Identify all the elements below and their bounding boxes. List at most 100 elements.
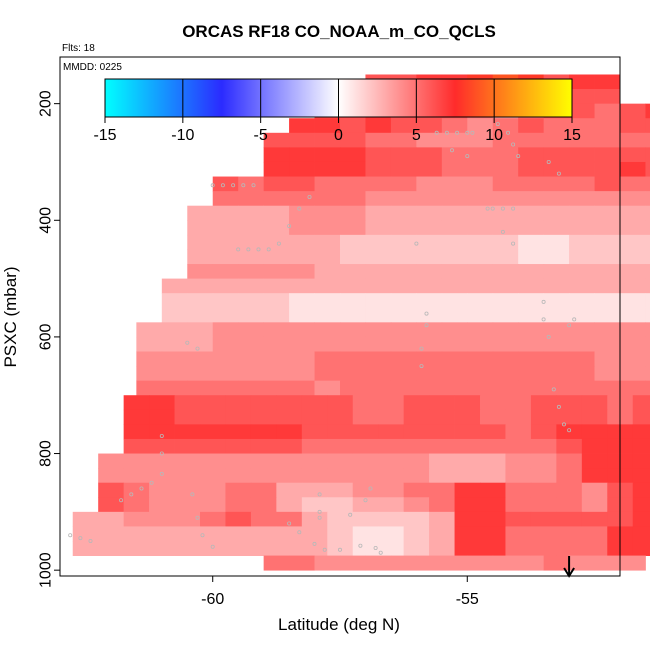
heatmap-cell	[594, 147, 621, 163]
heatmap-cell	[263, 191, 290, 207]
heatmap-cell	[238, 307, 265, 323]
heatmap-cell	[581, 468, 608, 484]
heatmap-cell	[543, 351, 570, 367]
heatmap-cell	[441, 278, 468, 294]
heatmap-cell	[200, 409, 226, 425]
heatmap-cell	[441, 234, 468, 250]
sample-point	[297, 530, 302, 535]
heatmap-cell	[645, 147, 650, 163]
heatmap-cell	[200, 395, 226, 411]
heatmap-cell	[378, 497, 405, 513]
heatmap-cell	[543, 249, 570, 265]
heatmap-cell	[263, 132, 290, 148]
heatmap-cell	[352, 395, 379, 411]
heatmap-cell	[378, 438, 405, 454]
heatmap-cell	[569, 74, 595, 90]
heatmap-cell	[416, 249, 443, 265]
heatmap-cell	[225, 438, 252, 454]
heatmap-cell	[632, 424, 650, 440]
heatmap-cell	[250, 395, 277, 411]
heatmap-cell	[645, 336, 650, 352]
heatmap-cell	[200, 468, 226, 484]
heatmap-cell	[543, 161, 570, 177]
heatmap-cell	[632, 395, 650, 411]
heatmap-cell	[327, 526, 354, 542]
sample-point	[195, 346, 200, 351]
heatmap-cell	[149, 424, 175, 440]
heatmap-cell	[263, 322, 290, 338]
heatmap-cell	[340, 307, 366, 323]
heatmap-cell	[327, 395, 354, 411]
sample-point	[511, 206, 516, 211]
heatmap-cell	[505, 482, 532, 498]
heatmap-cell	[594, 118, 621, 134]
heatmap-cell	[352, 453, 379, 469]
heatmap-cell	[441, 336, 468, 352]
heatmap-cell	[378, 409, 405, 425]
heatmap-cell	[518, 249, 545, 265]
heatmap-cell	[620, 118, 646, 134]
heatmap-cell	[480, 438, 506, 454]
heatmap-cell	[569, 147, 595, 163]
heatmap-cell	[390, 147, 417, 163]
heatmap-cell	[569, 205, 595, 221]
heatmap-cell	[327, 424, 354, 440]
heatmap-cell	[569, 191, 595, 207]
heatmap-cell	[238, 234, 265, 250]
heatmap-cell	[365, 249, 392, 265]
heatmap-cell	[238, 264, 265, 279]
heatmap-cell	[492, 264, 519, 279]
y-tick-label: 1000	[38, 552, 55, 588]
heatmap-cell	[161, 380, 188, 396]
heatmap-cell	[518, 293, 545, 309]
heatmap-cell	[301, 438, 328, 454]
heatmap-cell	[352, 482, 379, 498]
heatmap-cell	[480, 409, 506, 425]
heatmap-cell	[556, 438, 583, 454]
heatmap-cell	[314, 147, 341, 163]
heatmap-cell	[289, 161, 315, 177]
heatmap-cell	[594, 264, 621, 279]
heatmap-cell	[416, 264, 443, 279]
heatmap-cell	[340, 351, 366, 367]
heatmap-cell	[340, 293, 366, 309]
heatmap-cell	[238, 293, 265, 309]
heatmap-cell	[289, 205, 315, 221]
heatmap-cell	[569, 220, 595, 236]
heatmap-cell	[556, 511, 583, 527]
heatmap-cell	[441, 118, 468, 134]
heatmap-cell	[340, 220, 366, 236]
heatmap-cell	[403, 468, 430, 484]
heatmap-cell	[250, 453, 277, 469]
heatmap-cell	[645, 278, 650, 294]
heatmap-cell	[416, 161, 443, 177]
heatmap-cell	[276, 409, 303, 425]
heatmap-cell	[416, 307, 443, 323]
heatmap-cell	[98, 497, 125, 513]
sample-point	[419, 346, 424, 351]
heatmap-cell	[492, 191, 519, 207]
heatmap-cell	[632, 438, 650, 454]
heatmap-cell	[518, 118, 545, 134]
sample-point	[551, 387, 556, 392]
heatmap-cell	[505, 453, 532, 469]
heatmap-cell	[200, 482, 226, 498]
heatmap-cell	[365, 366, 392, 382]
heatmap-cell	[390, 366, 417, 382]
heatmap-cell	[429, 482, 455, 498]
heatmap-cell	[174, 409, 201, 425]
heatmap-cell	[378, 395, 405, 411]
heatmap-cell	[645, 249, 650, 265]
heatmap-cell	[225, 511, 252, 527]
heatmap-cell	[620, 278, 646, 294]
heatmap-cell	[467, 220, 494, 236]
heatmap-cell	[403, 438, 430, 454]
heatmap-cell	[238, 205, 265, 221]
heatmap-cell	[569, 118, 595, 134]
heatmap-cell	[149, 526, 175, 542]
heatmap-cell	[390, 161, 417, 177]
heatmap-cell	[174, 511, 201, 527]
heatmap-cell	[289, 147, 315, 163]
heatmap-cell	[441, 191, 468, 207]
heatmap-cell	[263, 555, 290, 571]
